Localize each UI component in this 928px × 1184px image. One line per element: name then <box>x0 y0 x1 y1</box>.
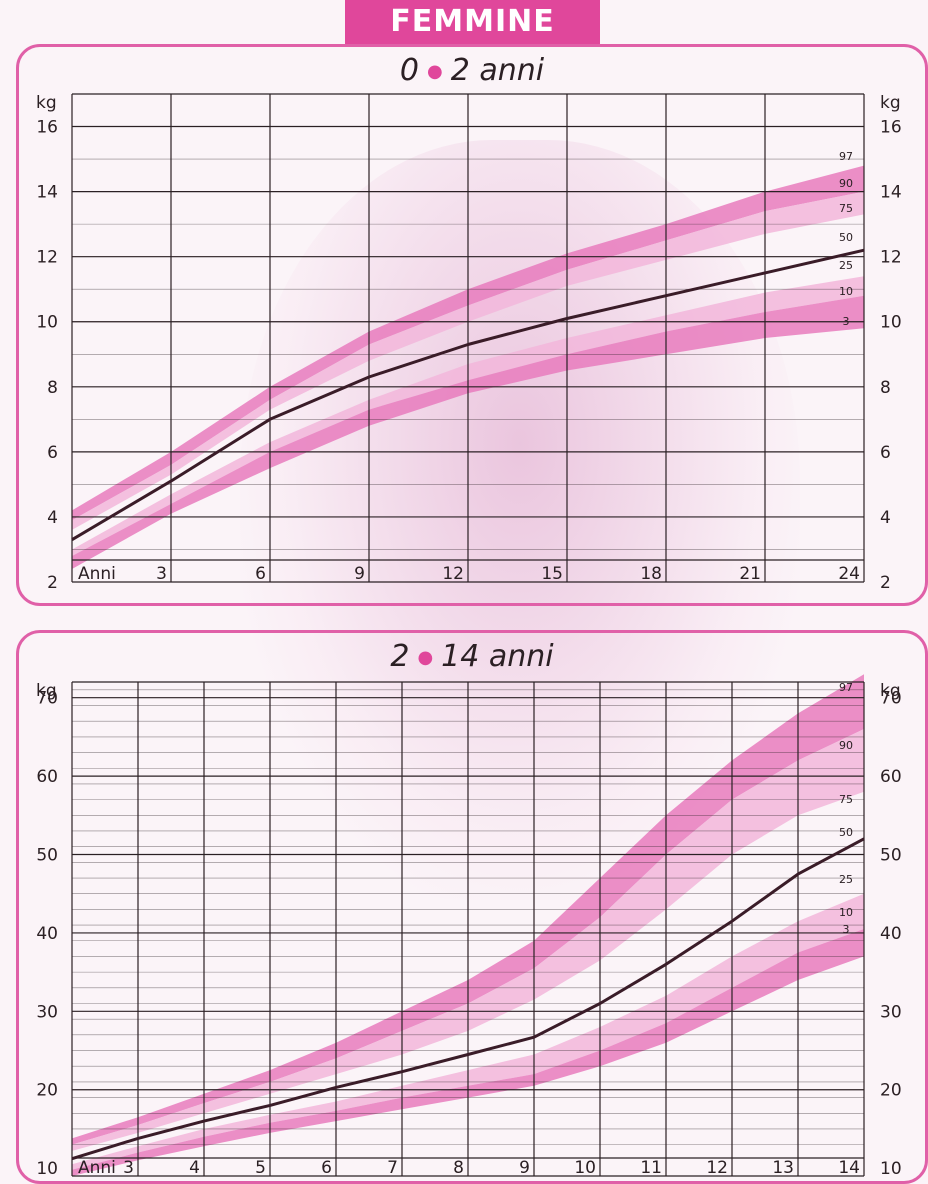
percentile-label-75: 75 <box>839 793 853 806</box>
x-tick-label: 12 <box>442 564 464 584</box>
y-tick-label-left: 60 <box>36 767 58 787</box>
y-axis-unit-right: kg <box>880 93 901 113</box>
y-tick-label-left: 50 <box>36 846 58 866</box>
x-tick-label: 5 <box>255 1158 266 1178</box>
x-axis-label: Anni <box>78 564 116 584</box>
band-90-75 <box>72 729 864 1151</box>
percentile-label-10: 10 <box>839 285 853 298</box>
y-tick-label-left: 6 <box>47 443 58 463</box>
percentile-label-50: 50 <box>839 231 853 244</box>
x-tick-label: 14 <box>838 1158 860 1178</box>
percentile-label-97: 97 <box>839 681 853 694</box>
y-tick-label-left: 12 <box>36 248 58 268</box>
band-25-10 <box>72 276 864 556</box>
y-tick-label-left: 2 <box>47 573 58 593</box>
y-tick-label-left: 20 <box>36 1081 58 1101</box>
band-97-90 <box>72 165 864 521</box>
y-tick-label-right: 10 <box>880 313 902 333</box>
y-tick-label-left: 8 <box>47 378 58 398</box>
y-tick-label-left: 40 <box>36 924 58 944</box>
y-axis-unit-left: kg <box>36 681 57 701</box>
percentile-label-25: 25 <box>839 259 853 272</box>
percentile-label-3: 3 <box>843 923 850 936</box>
band-90-75 <box>72 191 864 530</box>
chart-title-end: 14 anni <box>441 639 554 674</box>
percentile-label-25: 25 <box>839 873 853 886</box>
percentile-label-90: 90 <box>839 739 853 752</box>
y-tick-label-right: 16 <box>880 118 902 138</box>
chart-title-start: 2 <box>390 639 410 674</box>
bullet-icon: ● <box>427 61 443 82</box>
y-tick-label-right: 4 <box>880 508 891 528</box>
x-tick-label: 9 <box>519 1158 530 1178</box>
y-axis-unit-left: kg <box>36 93 57 113</box>
x-tick-label: 11 <box>640 1158 662 1178</box>
y-tick-label-right: 2 <box>880 573 891 593</box>
y-tick-label-right: 30 <box>880 1002 902 1022</box>
y-tick-label-right: 20 <box>880 1081 902 1101</box>
x-tick-label: 8 <box>453 1158 464 1178</box>
percentile-label-75: 75 <box>839 202 853 215</box>
x-tick-label: 15 <box>541 564 563 584</box>
y-tick-label-left: 10 <box>36 1159 58 1179</box>
x-tick-label: 6 <box>255 564 266 584</box>
x-tick-label: 6 <box>321 1158 332 1178</box>
percentile-label-97: 97 <box>839 150 853 163</box>
y-tick-label-left: 10 <box>36 313 58 333</box>
percentile-label-10: 10 <box>839 906 853 919</box>
y-tick-label-right: 50 <box>880 846 902 866</box>
x-tick-label: 18 <box>640 564 662 584</box>
x-tick-label: 4 <box>189 1158 200 1178</box>
y-tick-label-right: 14 <box>880 183 902 203</box>
x-tick-label: 12 <box>706 1158 728 1178</box>
percentile-label-90: 90 <box>839 177 853 190</box>
x-tick-label: 10 <box>574 1158 596 1178</box>
x-axis-label: Anni <box>78 1158 116 1178</box>
percentile-label-50: 50 <box>839 826 853 839</box>
y-tick-label-right: 10 <box>880 1159 902 1179</box>
x-tick-label: 24 <box>838 564 860 584</box>
percentile-label-3: 3 <box>843 315 850 328</box>
chart-panel-0-2-years: 0 ● 2 anni <box>16 44 928 606</box>
chart-title-start: 0 <box>399 53 419 88</box>
y-tick-label-left: 70 <box>36 689 58 709</box>
y-tick-label-left: 14 <box>36 183 58 203</box>
band-10-3 <box>72 929 864 1176</box>
x-tick-label: 9 <box>354 564 365 584</box>
y-tick-label-right: 40 <box>880 924 902 944</box>
y-tick-label-right: 8 <box>880 378 891 398</box>
x-tick-label: 3 <box>123 1158 134 1178</box>
median-line-50 <box>71 248 865 541</box>
y-tick-label-left: 30 <box>36 1002 58 1022</box>
y-tick-label-right: 70 <box>880 689 902 709</box>
x-tick-label: 13 <box>772 1158 794 1178</box>
y-tick-label-right: 12 <box>880 248 902 268</box>
x-tick-label: 21 <box>739 564 761 584</box>
bullet-icon: ● <box>417 647 434 668</box>
y-tick-label-right: 6 <box>880 443 891 463</box>
chart-title: 0 ● 2 anni <box>19 53 925 88</box>
y-tick-label-left: 4 <box>47 508 58 528</box>
median-line-50 <box>71 837 865 1161</box>
chart-title-end: 2 anni <box>450 53 545 88</box>
x-tick-label: 7 <box>387 1158 398 1178</box>
chart-title: 2 ● 14 anni <box>19 639 925 674</box>
x-tick-label: 3 <box>156 564 167 584</box>
y-tick-label-right: 60 <box>880 767 902 787</box>
y-axis-unit-right: kg <box>880 681 901 701</box>
band-10-3 <box>72 295 864 569</box>
page-title: FEMMINE <box>345 0 600 44</box>
y-tick-label-left: 16 <box>36 118 58 138</box>
